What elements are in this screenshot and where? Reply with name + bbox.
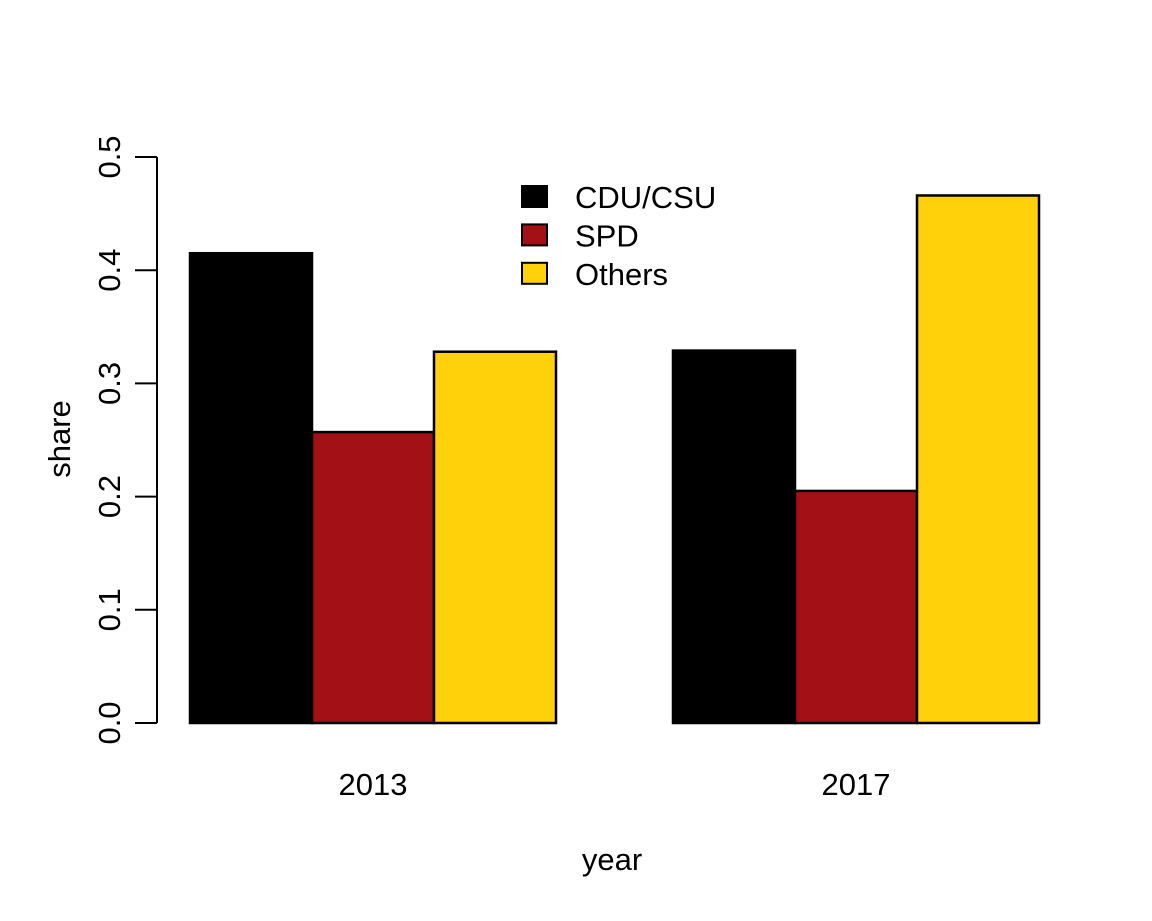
legend-label-SPD: SPD — [575, 218, 639, 253]
x-tick-labels: 2013 2017 — [339, 767, 891, 802]
bar-2017-Others — [915, 194, 1041, 725]
bar-2013-Others — [432, 350, 558, 725]
bar-2013-CDU/CSU — [188, 251, 314, 725]
x-tick-label-2017: 2017 — [822, 767, 891, 802]
bar-2017-CDU/CSU — [671, 349, 797, 725]
bar-2013-SPD — [310, 430, 436, 725]
legend-label-CDU/CSU: CDU/CSU — [575, 180, 716, 215]
y-tick-label-0.3: 0.3 — [92, 362, 127, 405]
y-tick-label-0.0: 0.0 — [92, 701, 127, 744]
y-axis-title: share — [42, 400, 77, 478]
y-tick-label-0.2: 0.2 — [92, 475, 127, 518]
legend-swatch-Others — [521, 261, 548, 285]
legend-label-Others: Others — [575, 257, 668, 292]
legend-swatch-CDU/CSU — [521, 185, 548, 208]
y-tick-label-0.4: 0.4 — [92, 249, 127, 292]
legend-swatch-SPD — [521, 223, 548, 247]
bars-group — [188, 194, 1041, 725]
x-tick-label-2013: 2013 — [339, 767, 408, 802]
y-tick-label-0.5: 0.5 — [92, 135, 127, 178]
y-tick-label-0.1: 0.1 — [92, 588, 127, 631]
bar-2017-SPD — [793, 489, 919, 725]
y-axis: 0.0 0.1 0.2 0.3 0.4 0.5 — [92, 135, 158, 745]
x-axis-title: year — [582, 842, 642, 877]
